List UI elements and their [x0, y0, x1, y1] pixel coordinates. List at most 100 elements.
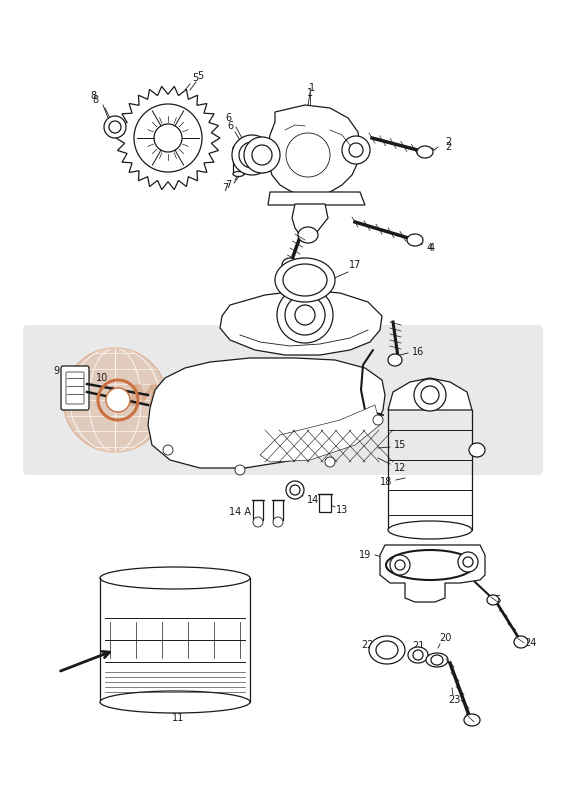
Polygon shape — [395, 560, 405, 570]
Text: 1: 1 — [309, 83, 315, 93]
Polygon shape — [325, 457, 335, 467]
Bar — [233, 148, 244, 174]
Text: 18: 18 — [380, 477, 392, 487]
Polygon shape — [421, 386, 439, 404]
Polygon shape — [469, 443, 485, 457]
Text: 3: 3 — [275, 273, 281, 283]
Text: 5: 5 — [197, 71, 203, 81]
Polygon shape — [154, 124, 182, 152]
Polygon shape — [220, 290, 382, 355]
Text: 24: 24 — [524, 638, 536, 648]
Polygon shape — [407, 234, 423, 246]
Polygon shape — [134, 104, 202, 172]
Polygon shape — [292, 204, 328, 235]
Text: 19: 19 — [359, 550, 371, 560]
Text: 12: 12 — [394, 463, 406, 473]
Polygon shape — [388, 378, 472, 410]
Ellipse shape — [233, 171, 244, 177]
Text: 25: 25 — [489, 595, 501, 605]
Polygon shape — [463, 557, 473, 567]
Text: 14 A: 14 A — [229, 507, 251, 517]
Polygon shape — [380, 545, 485, 602]
Text: 6: 6 — [225, 113, 231, 123]
Text: 7: 7 — [225, 180, 231, 190]
Polygon shape — [104, 116, 126, 138]
Polygon shape — [431, 655, 443, 665]
FancyBboxPatch shape — [61, 366, 89, 410]
Ellipse shape — [388, 521, 472, 539]
Polygon shape — [426, 653, 448, 667]
Polygon shape — [148, 358, 385, 468]
Polygon shape — [298, 227, 318, 243]
Polygon shape — [239, 142, 265, 168]
Polygon shape — [109, 121, 121, 133]
Polygon shape — [349, 143, 363, 157]
Text: 23: 23 — [448, 695, 460, 705]
Text: 6: 6 — [227, 121, 233, 131]
Text: 21: 21 — [412, 641, 424, 651]
Polygon shape — [417, 146, 433, 158]
Text: 16: 16 — [412, 347, 424, 357]
Text: 4: 4 — [427, 243, 433, 253]
FancyBboxPatch shape — [23, 325, 543, 475]
Text: 20: 20 — [439, 633, 451, 643]
Text: 2: 2 — [445, 142, 451, 152]
Text: 7: 7 — [222, 183, 228, 193]
Text: 22: 22 — [362, 640, 374, 650]
Polygon shape — [285, 295, 325, 335]
Polygon shape — [286, 133, 330, 177]
Polygon shape — [252, 145, 272, 165]
Polygon shape — [388, 354, 402, 366]
Polygon shape — [295, 305, 315, 325]
Polygon shape — [373, 415, 383, 425]
Polygon shape — [414, 379, 446, 411]
Polygon shape — [464, 714, 480, 726]
Polygon shape — [275, 258, 335, 302]
Text: 8: 8 — [90, 91, 96, 101]
Text: 5: 5 — [192, 73, 198, 83]
Polygon shape — [342, 136, 370, 164]
Text: MSP: MSP — [128, 383, 203, 413]
Polygon shape — [63, 348, 167, 452]
Polygon shape — [408, 647, 428, 663]
Polygon shape — [260, 405, 380, 462]
Text: 9: 9 — [53, 366, 59, 376]
Text: 10: 10 — [96, 373, 108, 383]
Polygon shape — [253, 517, 263, 527]
Text: MOTORCYCLE: MOTORCYCLE — [241, 379, 379, 397]
Polygon shape — [376, 641, 398, 659]
Text: SPARE PARTS: SPARE PARTS — [248, 399, 372, 417]
Polygon shape — [514, 636, 528, 648]
Ellipse shape — [100, 567, 250, 589]
Bar — [273, 500, 283, 520]
Polygon shape — [277, 287, 333, 343]
Polygon shape — [283, 264, 327, 296]
Polygon shape — [232, 135, 272, 175]
Polygon shape — [106, 388, 130, 412]
Polygon shape — [282, 258, 298, 272]
Bar — [319, 494, 331, 512]
FancyBboxPatch shape — [66, 372, 84, 404]
Text: 13: 13 — [336, 505, 348, 515]
Polygon shape — [244, 137, 280, 173]
Polygon shape — [390, 555, 410, 575]
Bar — [253, 500, 263, 520]
Polygon shape — [487, 595, 499, 605]
Ellipse shape — [100, 691, 250, 713]
Text: 3: 3 — [280, 273, 286, 283]
Polygon shape — [268, 105, 360, 196]
Text: 14: 14 — [307, 495, 319, 505]
Text: 8: 8 — [92, 95, 98, 105]
Ellipse shape — [233, 146, 244, 150]
Polygon shape — [116, 86, 220, 190]
Polygon shape — [413, 650, 423, 660]
Polygon shape — [290, 485, 300, 495]
Polygon shape — [235, 465, 245, 475]
Polygon shape — [273, 517, 283, 527]
Text: 1: 1 — [307, 88, 313, 98]
Text: 11: 11 — [172, 713, 184, 723]
Polygon shape — [286, 481, 304, 499]
Polygon shape — [163, 445, 173, 455]
Text: 2: 2 — [445, 137, 451, 147]
Text: 17: 17 — [349, 260, 361, 270]
